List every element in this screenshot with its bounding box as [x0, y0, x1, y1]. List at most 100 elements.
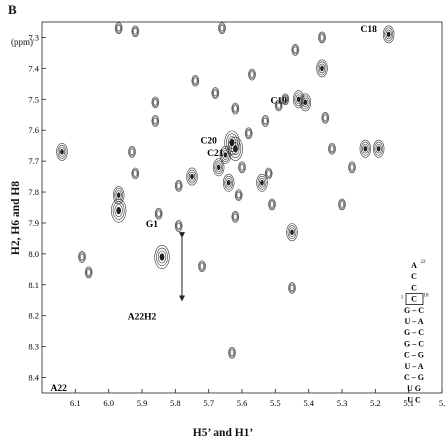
x-tick-label: 6.0 — [103, 398, 114, 408]
nmr-peak — [211, 87, 220, 99]
x-tick-label: 5. — [439, 398, 445, 408]
y-tick-label: 8.3 — [28, 342, 39, 352]
y-unit-label: (ppm) — [11, 37, 33, 47]
x-axis-label: H5’ and H1’ — [192, 427, 254, 439]
nmr-peak — [318, 31, 326, 44]
nmr-peak — [286, 223, 298, 242]
rna-base-pair: G – C — [404, 339, 424, 348]
nmr-peak — [238, 161, 246, 174]
panel-label: B — [8, 2, 17, 17]
nmr-peak — [288, 282, 296, 294]
nmr-peak — [291, 44, 300, 56]
nmr-peak — [174, 180, 183, 192]
x-tick-label: 5.8 — [170, 398, 181, 408]
nmr-peak — [382, 25, 395, 44]
rna-base-pair: C – G — [404, 351, 424, 360]
nmr-peak — [84, 266, 93, 279]
nmr-peak — [231, 210, 240, 223]
nmr-peak — [212, 158, 225, 177]
nmr-peak — [56, 142, 68, 161]
structure-superscript: 22 — [421, 260, 427, 265]
rna-base-pair: U – A — [404, 317, 423, 326]
peak-annotation: C19 — [270, 96, 287, 106]
y-tick-label: 7.3 — [28, 32, 39, 42]
nmr-peak — [316, 59, 328, 78]
x-tick-label: 5.6 — [237, 398, 248, 408]
peak-annotation: A22 — [50, 384, 67, 394]
nmr-peak — [151, 96, 160, 109]
rna-base-pair: U C — [407, 395, 421, 404]
nmr-peak — [114, 22, 123, 34]
nmr-peak — [292, 90, 305, 109]
nmr-peak — [154, 244, 170, 269]
rna-base-pair: U – A — [404, 362, 423, 371]
rna-base-pair: C – G — [404, 373, 424, 382]
peak-annotation: A22H2 — [128, 313, 157, 323]
nmr-peak — [218, 22, 226, 34]
y-tick-label: 8.4 — [28, 373, 39, 383]
nmr-peak — [186, 167, 198, 186]
x-tick-label: 5.2 — [370, 398, 381, 408]
y-tick-label: 8.2 — [28, 311, 39, 321]
nmr-peak — [227, 136, 243, 161]
nmr-peak — [128, 146, 136, 158]
y-tick-label: 7.8 — [28, 187, 39, 197]
nmr-peak — [248, 68, 256, 81]
nmr-peak — [191, 74, 200, 87]
structure-superscript: 1 — [401, 296, 404, 301]
nmr-peak — [111, 198, 127, 223]
nmr-peak — [372, 139, 385, 158]
x-tick-label: 5.1 — [403, 398, 414, 408]
nmr-peak — [281, 93, 290, 106]
rna-base-pair: C — [411, 283, 417, 292]
nmr-peak — [228, 347, 236, 359]
x-tick-label: 5.5 — [270, 398, 281, 408]
nmr-peak — [274, 99, 283, 112]
nmr-peak — [151, 115, 160, 127]
plot-frame — [41, 21, 443, 394]
nmr-peak — [78, 251, 86, 263]
x-tick-label: 5.4 — [303, 398, 314, 408]
rna-base-pair: G – C — [404, 306, 424, 315]
x-tick-label: 6.1 — [70, 398, 81, 408]
highlight-box — [405, 293, 424, 306]
y-tick-label: 8.1 — [28, 280, 39, 290]
y-tick-label: 8.0 — [28, 249, 39, 259]
y-tick-label: 7.7 — [28, 156, 39, 166]
nmr-peak — [299, 93, 312, 112]
rna-base-pair: G – C — [404, 328, 424, 337]
nmr-peak — [261, 115, 270, 127]
nmr-peak — [154, 207, 163, 220]
y-tick-label: 7.4 — [28, 63, 39, 73]
nmr-peak — [264, 167, 273, 180]
rna-base-pair: C — [411, 295, 417, 304]
x-tick-label: 5.3 — [337, 398, 348, 408]
nmr-peak — [222, 173, 235, 192]
peak-annotation: C20 — [200, 136, 217, 146]
peak-annotation: C21 — [207, 149, 224, 159]
y-tick-label: 7.5 — [28, 94, 39, 104]
nmr-peak — [174, 220, 183, 232]
peak-annotation: C18 — [360, 25, 377, 35]
nmr-peak — [112, 186, 125, 205]
structure-superscript: 18 — [424, 294, 430, 299]
nmr-peak — [198, 260, 206, 273]
nmr-peak — [131, 25, 140, 38]
nmr-peak — [244, 127, 253, 140]
nmr-peak — [131, 167, 140, 180]
y-tick-label: 7.6 — [28, 125, 39, 135]
rna-base-pair: C — [411, 272, 417, 281]
nmr-peak — [348, 161, 356, 174]
nmr-peak — [338, 198, 346, 211]
nmr-peak — [234, 189, 243, 201]
nmr-peak — [328, 142, 336, 155]
nmr-peak — [359, 139, 372, 158]
y-tick-label: 7.9 — [28, 218, 39, 228]
rna-base-pair: U G — [407, 384, 421, 393]
nmr-peak — [231, 102, 240, 115]
peak-annotation: G1 — [146, 220, 158, 230]
x-tick-label: 5.9 — [137, 398, 148, 408]
x-tick-label: 5.7 — [203, 398, 214, 408]
